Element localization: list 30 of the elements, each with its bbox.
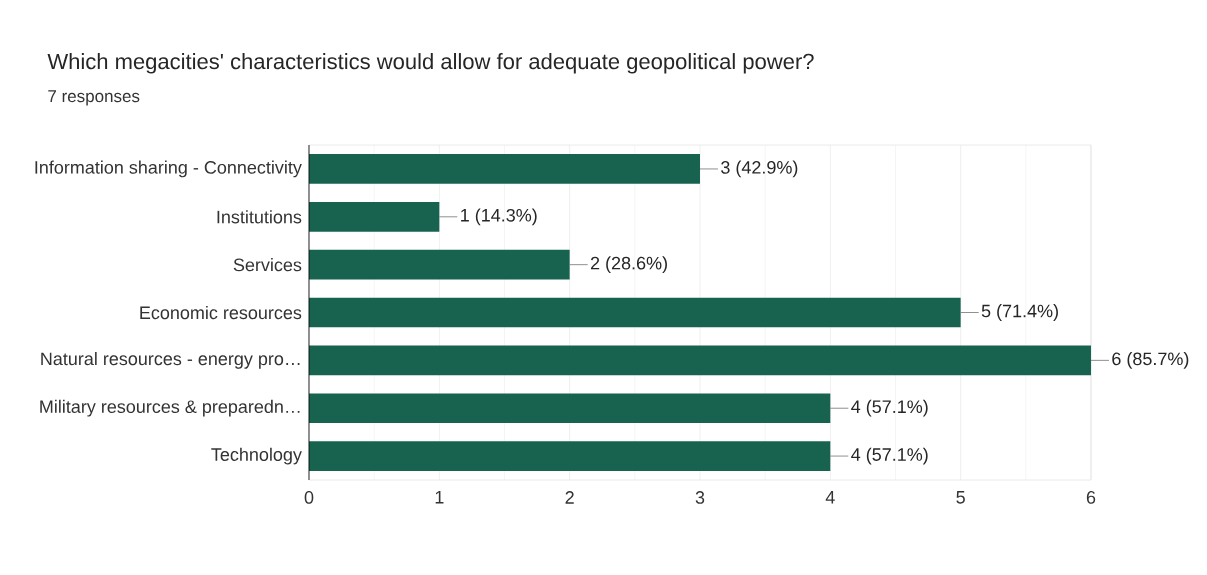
data-label: 2 (28.6%) [590,256,667,274]
y-tick-label: Military resources & preparedn… [40,399,300,417]
x-tick-label: 6 [1086,491,1096,504]
data-label: 4 (57.1%) [851,447,928,465]
x-tick-label: 3 [695,491,705,504]
bar [309,393,831,424]
y-tick-label: Technology [211,447,302,465]
text: 7 responses [48,90,140,106]
bar [309,201,440,232]
y-tick-label: Economic resources [140,305,302,320]
chart-title: Which megacities' characteristics would allow for adequate geopolitical power? [47,53,814,74]
bar [309,345,1091,376]
y-tick-label: Services [233,258,302,272]
data-label: 5 (71.4%) [981,304,1058,321]
bar [309,249,570,280]
data-label: 3 (42.9%) [721,160,798,178]
data-label: 1 (14.3%) [461,208,537,226]
bar [309,297,961,328]
y-tick-label: Institutions [217,210,302,224]
x-tick-label: 1 [435,491,444,504]
bar [309,154,700,184]
x-tick-label: 0 [304,491,314,504]
bar [309,441,831,471]
data-label: 6 (85.7%) [1112,351,1189,369]
data-label: 4 (57.1%) [851,399,928,417]
x-tick-label: 4 [825,491,835,504]
x-tick-label: 5 [956,491,965,504]
y-tick-label: Natural resources - energy pro… [41,351,300,369]
y-tick-label: Information sharing - Connectivity [35,160,302,178]
x-tick-label: 2 [565,491,574,504]
